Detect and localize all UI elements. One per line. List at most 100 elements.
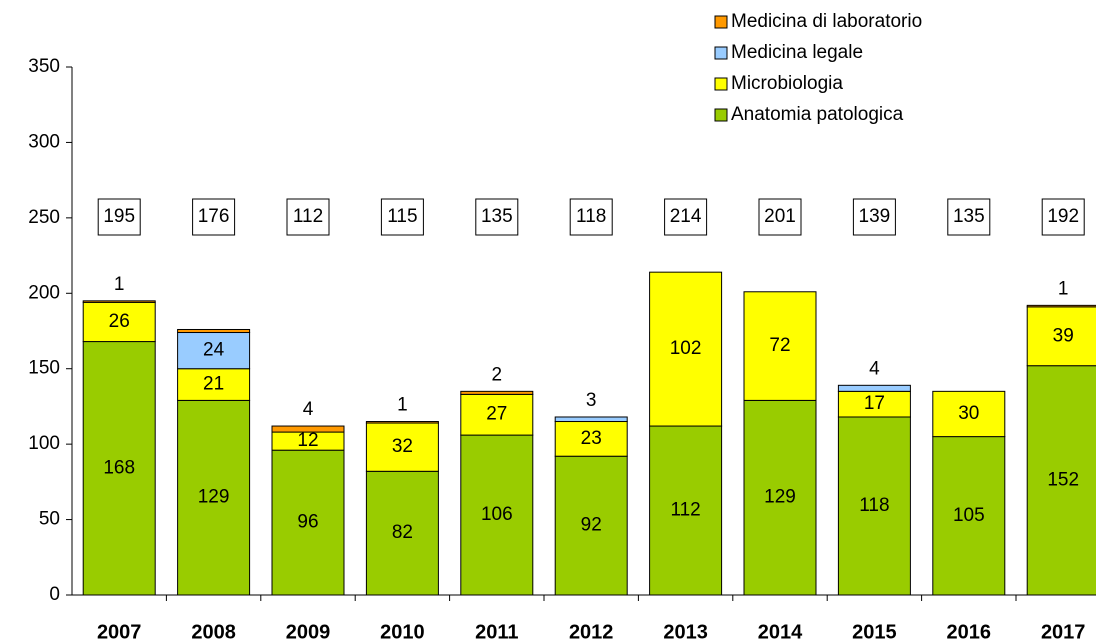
bar-segment bbox=[1026, 306, 1096, 367]
legend-label: Anatomia patologica bbox=[731, 104, 904, 125]
total-label: 192 bbox=[1047, 206, 1079, 227]
bar-segment bbox=[271, 449, 345, 596]
data-label: 4 bbox=[869, 358, 880, 379]
bar-segment bbox=[837, 416, 911, 596]
data-label: 27 bbox=[486, 404, 507, 425]
bar-segment bbox=[460, 434, 534, 596]
total-box bbox=[852, 198, 896, 236]
data-label: 12 bbox=[297, 430, 318, 451]
total-label: 112 bbox=[293, 206, 323, 227]
bar-segment bbox=[82, 341, 156, 596]
data-label: 3 bbox=[586, 390, 597, 411]
data-label: 21 bbox=[203, 374, 224, 395]
data-label: 96 bbox=[297, 512, 318, 533]
total-box bbox=[569, 198, 613, 236]
bar-segment bbox=[554, 416, 628, 423]
x-tick-label: 2016 bbox=[947, 621, 992, 642]
x-tick-label: 2013 bbox=[663, 621, 708, 642]
total-label: 201 bbox=[764, 206, 796, 227]
data-label: 17 bbox=[864, 393, 885, 414]
legend-label: Medicina di laboratorio bbox=[731, 11, 922, 32]
total-box bbox=[97, 198, 141, 236]
total-label: 135 bbox=[953, 206, 985, 227]
bar-segment bbox=[177, 332, 251, 370]
legend-swatch bbox=[714, 15, 728, 29]
bar-segment bbox=[1026, 304, 1096, 308]
data-label: 92 bbox=[581, 515, 602, 536]
total-box bbox=[475, 198, 519, 236]
data-label: 26 bbox=[109, 311, 130, 332]
total-box bbox=[947, 198, 991, 236]
total-label: 214 bbox=[670, 206, 702, 227]
y-tick-label: 200 bbox=[28, 282, 60, 303]
total-label: 195 bbox=[103, 206, 135, 227]
x-tick-label: 2008 bbox=[191, 621, 236, 642]
bar-segment bbox=[365, 470, 439, 596]
legend-label: Medicina legale bbox=[731, 42, 863, 63]
bar-segment bbox=[743, 399, 817, 596]
bar-segment bbox=[554, 455, 628, 596]
y-tick-label: 0 bbox=[49, 584, 60, 605]
x-tick-label: 2014 bbox=[758, 621, 803, 642]
total-label: 118 bbox=[576, 206, 606, 227]
bar-segment bbox=[932, 436, 1006, 596]
bar-segment bbox=[82, 301, 156, 343]
bar-segment bbox=[649, 425, 723, 596]
bar-segment bbox=[837, 384, 911, 392]
data-label: 4 bbox=[303, 399, 314, 420]
legend-label: Microbiologia bbox=[731, 73, 843, 94]
data-label: 24 bbox=[203, 340, 225, 361]
data-label: 32 bbox=[392, 436, 413, 457]
x-tick-label: 2017 bbox=[1041, 621, 1086, 642]
data-label: 102 bbox=[670, 338, 702, 359]
bar-segment bbox=[177, 368, 251, 401]
total-label: 115 bbox=[387, 206, 417, 227]
bar-segment bbox=[554, 421, 628, 457]
x-tick-label: 2009 bbox=[286, 621, 331, 642]
data-label: 105 bbox=[953, 505, 985, 526]
total-box bbox=[664, 198, 708, 236]
data-label: 129 bbox=[764, 487, 796, 508]
x-tick-label: 2010 bbox=[380, 621, 425, 642]
data-label: 118 bbox=[859, 495, 889, 516]
data-label: 1 bbox=[1058, 278, 1069, 299]
data-label: 39 bbox=[1053, 325, 1074, 346]
data-label: 129 bbox=[198, 487, 230, 508]
data-label: 106 bbox=[481, 504, 513, 525]
legend-swatch bbox=[714, 108, 728, 122]
y-tick-label: 350 bbox=[28, 56, 60, 77]
bar-segment bbox=[649, 271, 723, 427]
data-label: 1 bbox=[397, 395, 408, 416]
bar-segment bbox=[932, 390, 1006, 438]
bar-segment bbox=[271, 425, 345, 433]
bar-segment bbox=[177, 328, 251, 334]
total-label: 139 bbox=[859, 206, 891, 227]
bar-segment bbox=[460, 390, 534, 395]
total-box bbox=[1041, 198, 1085, 236]
data-label: 112 bbox=[670, 500, 700, 521]
legend-swatch bbox=[714, 46, 728, 60]
data-label: 168 bbox=[103, 457, 135, 478]
data-label: 30 bbox=[958, 403, 979, 424]
total-box bbox=[758, 198, 802, 236]
x-tick-label: 2011 bbox=[475, 621, 518, 642]
total-label: 176 bbox=[198, 206, 230, 227]
y-tick-label: 50 bbox=[39, 509, 60, 530]
data-label: 72 bbox=[769, 335, 790, 356]
bar-segment bbox=[460, 393, 534, 436]
data-label: 2 bbox=[492, 364, 503, 385]
y-tick-label: 300 bbox=[28, 131, 60, 152]
total-label: 135 bbox=[481, 206, 513, 227]
data-label: 23 bbox=[581, 428, 602, 449]
data-label: 82 bbox=[392, 522, 413, 543]
total-box bbox=[192, 198, 236, 236]
total-box bbox=[380, 198, 424, 236]
x-tick-label: 2015 bbox=[852, 621, 897, 642]
x-tick-label: 2012 bbox=[569, 621, 614, 642]
legend-swatch bbox=[714, 77, 728, 91]
bar-segment bbox=[743, 291, 817, 401]
data-label: 1 bbox=[114, 274, 125, 295]
x-tick-label: 2007 bbox=[97, 621, 142, 642]
y-tick-label: 150 bbox=[28, 358, 60, 379]
